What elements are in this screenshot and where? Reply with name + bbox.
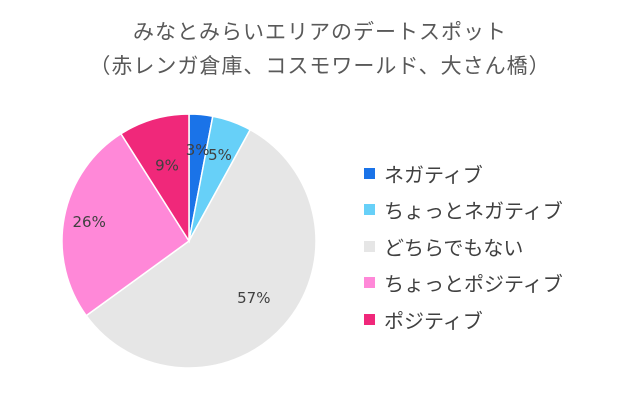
legend-swatch-slightly-positive — [364, 277, 375, 289]
data-label-negative: 3% — [186, 141, 210, 159]
legend-label-slightly-negative: ちょっとネガティブ — [384, 199, 563, 224]
legend-swatch-negative — [364, 167, 375, 179]
chart-title: みなとみらいエリアのデートスポット — [133, 20, 507, 44]
legend-item-negative: ネガティブ — [364, 155, 563, 192]
pie-slice-positive — [119, 113, 190, 244]
legend-label-neutral: どちらでもない — [384, 235, 524, 260]
data-label-slightly-negative: 5% — [208, 146, 232, 164]
legend-label-positive: ポジティブ — [384, 308, 483, 333]
legend-item-neutral: どちらでもない — [364, 228, 563, 265]
legend-swatch-positive — [364, 313, 375, 325]
legend-label-slightly-positive: ちょっとポジティブ — [384, 272, 563, 297]
pie-slice-slightly-positive — [61, 132, 191, 317]
legend-swatch-neutral — [364, 240, 375, 252]
data-label-slightly-positive: 26% — [73, 213, 106, 231]
legend-label-negative: ネガティブ — [384, 162, 483, 187]
legend-item-positive: ポジティブ — [364, 301, 563, 338]
legend-item-slightly-positive: ちょっとポジティブ — [364, 265, 563, 302]
chart-subtitle: （赤レンガ倉庫、コスモワールド、大さん橋） — [89, 54, 551, 78]
legend-item-slightly-negative: ちょっとネガティブ — [364, 192, 563, 229]
data-label-positive: 9% — [155, 156, 179, 174]
data-label-neutral: 57% — [237, 289, 270, 307]
legend-swatch-slightly-negative — [364, 204, 375, 216]
pie-slice-neutral — [85, 128, 317, 369]
chart-legend: ネガティブ ちょっとネガティブ どちらでもない ちょっとポジティブ ポジティブ — [364, 155, 563, 338]
